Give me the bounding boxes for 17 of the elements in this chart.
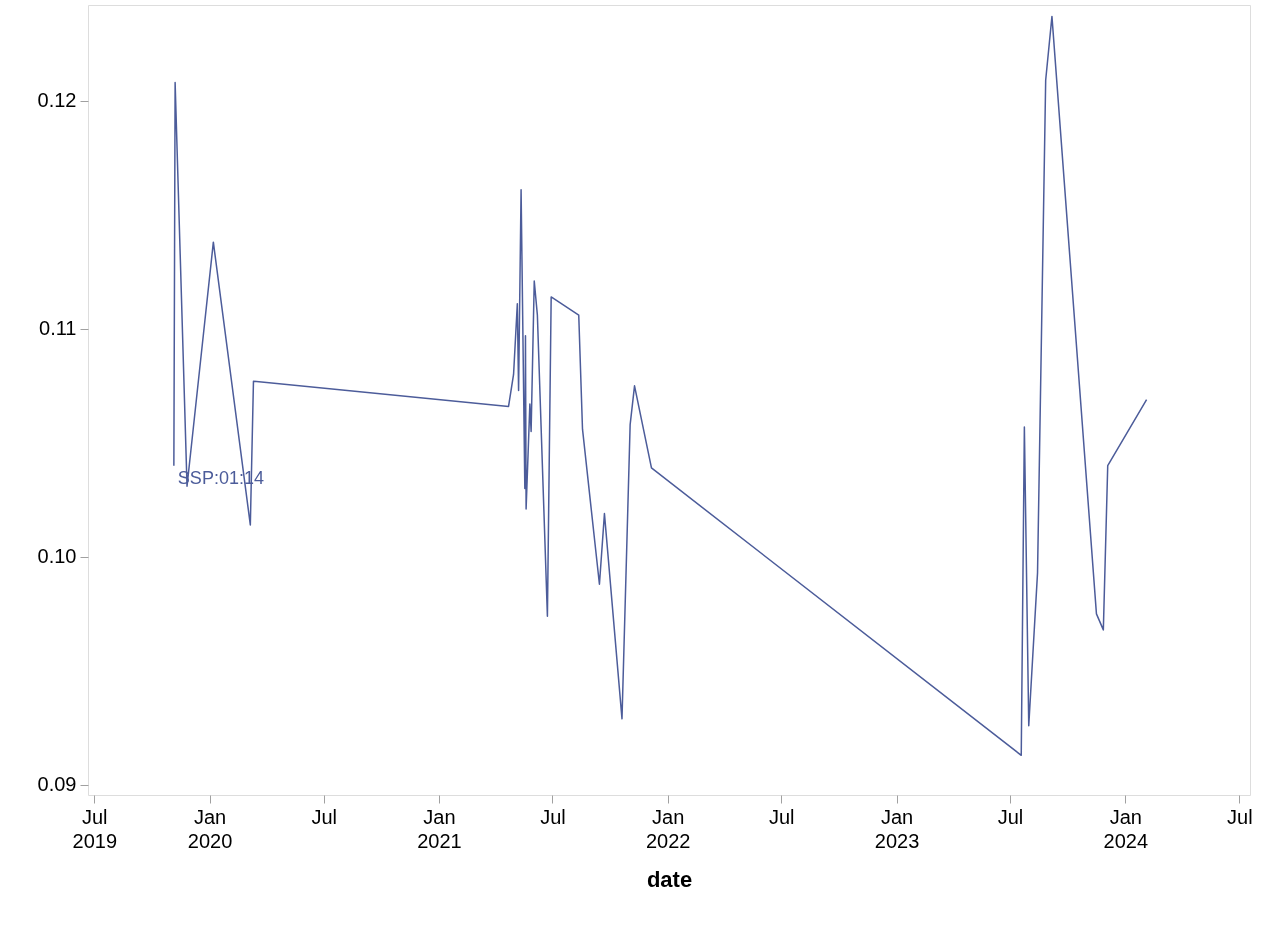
x-tick-label: Jan 2021	[417, 805, 462, 852]
y-tick-label: 0.11	[39, 317, 77, 340]
y-tick-label: 0.12	[37, 89, 77, 112]
x-tick-label: Jul	[768, 805, 795, 828]
x-tick-label: Jul	[1227, 805, 1253, 828]
x-tick-label: Jul	[540, 805, 566, 828]
x-tick-label: Jul	[997, 805, 1024, 828]
y-tick-label: 0.09	[37, 773, 77, 796]
x-tick-label: Jul 2019	[72, 805, 118, 852]
x-axis-title: date	[646, 866, 693, 892]
x-tick-label: Jan 2022	[646, 805, 691, 852]
x-tick-label: Jul	[311, 805, 337, 828]
y-tick-label: 0.10	[37, 545, 77, 568]
x-tick-label: Jan 2023	[874, 805, 920, 852]
line-series	[173, 15, 1148, 757]
x-tick-label: Jan 2024	[1103, 805, 1149, 852]
x-tick-label: Jan 2020	[187, 805, 233, 852]
